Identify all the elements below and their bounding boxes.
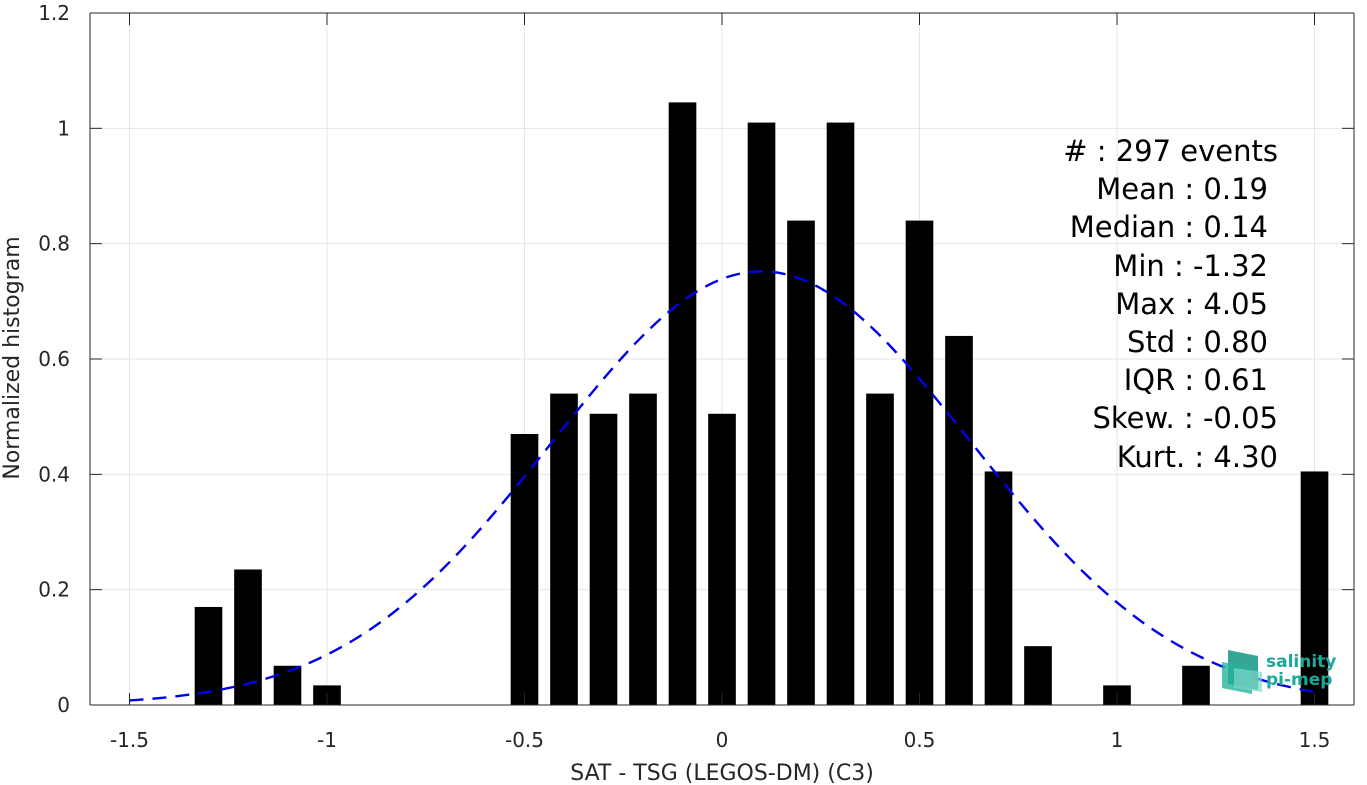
x-tick-labels: -1.5 -1 -0.5 0 0.5 1 1.5 (110, 728, 1330, 752)
y-axis-label: Normalized histogram (0, 236, 25, 479)
histogram-bar-20 (1300, 471, 1329, 705)
logo-mark-icon (1222, 650, 1262, 694)
x-axis-label: SAT - TSG (LEGOS-DM) (C3) (570, 761, 874, 785)
histogram-bar-19 (1182, 665, 1210, 705)
logo-text-line2: pi-mep (1266, 670, 1332, 690)
histogram-bar-15 (945, 335, 973, 705)
stat-mean: Mean : 0.19 (1096, 172, 1268, 206)
histogram-bar-14 (905, 220, 934, 705)
logo-text-line1: salinity (1266, 652, 1336, 672)
y-tick-label-3: 0.6 (38, 347, 70, 371)
x-tick-label-5: 1 (1111, 728, 1124, 752)
y-tick-label-5: 1 (57, 116, 70, 140)
stat-max: Max : 4.05 (1115, 287, 1268, 321)
histogram-bars (194, 102, 1329, 706)
y-tick-label-2: 0.4 (38, 462, 70, 486)
x-tick-label-1: -1 (317, 728, 337, 752)
histogram-bar-6 (589, 413, 618, 705)
normal-fit-curve (129, 270, 1315, 702)
y-tick-label-4: 0.8 (38, 232, 70, 256)
x-tick-label-4: 0.5 (904, 728, 936, 752)
histogram-bar-2 (273, 665, 302, 705)
y-tick-label-1: 0.2 (38, 578, 70, 602)
histogram-bar-8 (668, 102, 697, 706)
histogram-bar-12 (826, 122, 855, 706)
x-tick-label-2: -0.5 (505, 728, 544, 752)
histogram-bar-10 (747, 122, 776, 706)
axes-frame (89, 12, 1355, 706)
histogram-bar-4 (510, 433, 539, 705)
y-tick-label-6: 1.2 (38, 1, 70, 25)
stat-min: Min : -1.32 (1113, 249, 1268, 283)
histogram-bar-0 (194, 606, 223, 705)
histogram-bar-16 (984, 471, 1013, 705)
histogram-bar-7 (629, 393, 657, 705)
stat-events: # : 297 events (1063, 134, 1278, 168)
stat-median: Median : 0.14 (1070, 210, 1268, 244)
histogram-bar-13 (866, 393, 894, 705)
statistics-annotation: # : 297 events Mean : 0.19 Median : 0.14… (1063, 134, 1278, 474)
histogram-bar-17 (1024, 646, 1052, 705)
histogram-bar-11 (787, 220, 815, 705)
salinity-pimep-logo: salinity pi-mep (1222, 650, 1336, 694)
x-tick-label-3: 0 (716, 728, 729, 752)
x-tick-label-6: 1.5 (1299, 728, 1331, 752)
y-tick-labels: 0 0.2 0.4 0.6 0.8 1 1.2 (38, 1, 70, 717)
y-tick-label-0: 0 (57, 693, 70, 717)
stat-skew: Skew. : -0.05 (1092, 401, 1278, 435)
histogram-bar-9 (708, 413, 736, 705)
x-tick-label-0: -1.5 (110, 728, 149, 752)
stat-kurt: Kurt. : 4.30 (1117, 440, 1278, 474)
histogram-bar-5 (550, 393, 578, 705)
stat-std: Std : 0.80 (1127, 325, 1268, 359)
stat-iqr: IQR : 0.61 (1124, 363, 1268, 397)
